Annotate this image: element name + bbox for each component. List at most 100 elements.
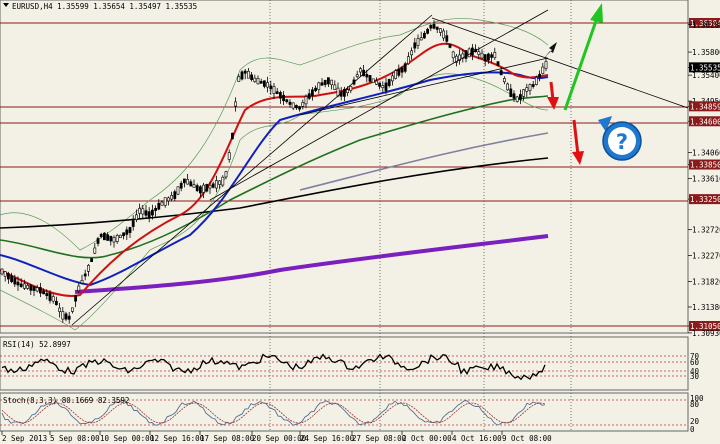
candle-body xyxy=(202,184,206,193)
stoch-level: 20 xyxy=(690,417,700,426)
candle-body xyxy=(61,311,65,320)
candle-body xyxy=(346,89,350,94)
candle-body xyxy=(275,91,279,95)
candle-body xyxy=(131,220,135,227)
candlesticks xyxy=(0,20,548,324)
candle-body xyxy=(58,307,62,312)
candle-body xyxy=(237,76,241,82)
candle-body xyxy=(454,55,458,63)
candle-body xyxy=(234,101,238,107)
forecast-arrows xyxy=(544,3,603,165)
candle-body xyxy=(333,84,337,90)
candle-body xyxy=(67,315,71,320)
candle-body xyxy=(298,106,302,110)
time-label: 17 Sep 08:00 xyxy=(200,434,255,443)
candle-body xyxy=(256,78,260,85)
candle-body xyxy=(278,92,282,99)
candle-body xyxy=(355,74,359,77)
arrow-up-green xyxy=(563,17,599,111)
candle-body xyxy=(125,229,129,235)
candle-body xyxy=(224,171,228,178)
candle-body xyxy=(294,105,298,109)
candle-body xyxy=(432,23,436,29)
candle-body xyxy=(422,32,426,39)
candle-body xyxy=(90,258,94,263)
candle-body xyxy=(416,38,420,46)
candle-body xyxy=(157,202,161,210)
stoch-level: 0 xyxy=(690,425,695,434)
candle-body xyxy=(22,283,26,289)
candle-body xyxy=(29,284,33,291)
candle-body xyxy=(419,37,423,41)
question-mark: ? xyxy=(616,130,628,154)
candle-body xyxy=(128,227,132,233)
candle-body xyxy=(253,77,257,82)
price-label: 1.33610 xyxy=(692,174,720,183)
candle-body xyxy=(531,84,535,87)
candle-body xyxy=(151,209,154,216)
candle-body xyxy=(285,99,289,103)
candle-body xyxy=(515,96,519,102)
candle-body xyxy=(544,61,548,69)
rsi-panel[interactable] xyxy=(0,336,689,391)
candle-body xyxy=(170,195,174,200)
candle-body xyxy=(509,88,513,98)
trend-lines xyxy=(71,9,689,326)
candle-body xyxy=(528,84,532,91)
candle-body xyxy=(0,268,4,275)
candle-body xyxy=(35,287,39,292)
arrow-down-red-2 xyxy=(572,119,580,156)
candle-body xyxy=(112,237,116,243)
candle-body xyxy=(490,54,494,58)
candle-body xyxy=(464,50,468,59)
candle-body xyxy=(64,313,68,320)
candle-body xyxy=(99,233,103,237)
candle-body xyxy=(438,28,442,33)
candle-body xyxy=(397,69,401,76)
price-label: 1.35400 xyxy=(692,71,720,80)
candle-body xyxy=(307,93,311,99)
candle-body xyxy=(141,208,145,215)
candle-body xyxy=(205,184,209,192)
candle-body xyxy=(93,247,97,254)
candle-body xyxy=(54,300,58,306)
ma-red xyxy=(0,42,549,297)
candle-body xyxy=(186,179,190,185)
candle-body xyxy=(173,191,177,199)
time-label: 4 Oct 16:00 xyxy=(452,434,502,443)
candle-body xyxy=(51,296,55,302)
candle-body xyxy=(183,178,186,184)
candle-body xyxy=(109,235,113,242)
candle-body xyxy=(486,53,490,61)
candle-body xyxy=(410,50,414,56)
price-label: 1.36280 xyxy=(692,20,720,29)
candle-body xyxy=(365,73,369,78)
candle-body xyxy=(480,52,484,59)
candle-body xyxy=(320,82,324,86)
candle-body xyxy=(243,70,247,74)
price-tag: 1.33850 xyxy=(690,161,720,170)
candle-body xyxy=(310,89,314,96)
candle-body xyxy=(326,77,330,85)
stoch-level: 100 xyxy=(690,394,704,403)
candle-body xyxy=(71,307,74,312)
arrow-up-head-icon xyxy=(590,3,603,23)
candle-body xyxy=(512,93,516,99)
question-badge[interactable]: ? xyxy=(598,116,642,161)
time-label: 2 Oct 00:00 xyxy=(402,434,452,443)
rsi-level: 70 xyxy=(690,352,700,361)
candle-body xyxy=(135,214,138,220)
candle-body xyxy=(167,197,170,202)
collapse-triangle-icon[interactable] xyxy=(3,3,9,7)
ma-green xyxy=(0,95,549,259)
candle-body xyxy=(330,79,334,86)
candle-body xyxy=(106,234,110,241)
price-label: 1.35800 xyxy=(692,48,720,57)
price-tag: 1.34859 xyxy=(690,102,720,111)
candle-body xyxy=(451,51,455,59)
candle-body xyxy=(154,207,158,211)
candle-body xyxy=(163,197,167,206)
